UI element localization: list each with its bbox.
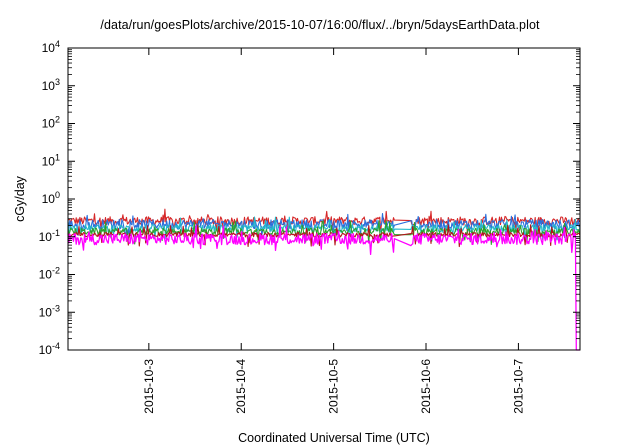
- chart-title: /data/run/goesPlots/archive/2015-10-07/1…: [100, 18, 540, 32]
- y-tick-exponent: -2: [52, 266, 60, 276]
- x-axis-label: Coordinated Universal Time (UTC): [238, 431, 430, 445]
- y-axis-label: cGy/day: [13, 175, 27, 222]
- x-tick-label: 2015-10-7: [511, 359, 525, 414]
- series-line: [67, 220, 581, 246]
- y-tick-label: 10-1: [39, 228, 60, 244]
- y-tick-label: 10-4: [39, 341, 60, 357]
- y-tick-label: 103: [42, 77, 60, 93]
- y-tick-exponent: 0: [55, 190, 60, 200]
- y-tick-exponent: 3: [55, 77, 60, 87]
- y-tick-exponent: -3: [52, 303, 60, 313]
- y-tick-label: 102: [42, 115, 60, 131]
- x-tick-label: 2015-10-4: [234, 359, 248, 414]
- y-tick-label: 104: [42, 39, 60, 55]
- x-tick-label: 2015-10-6: [419, 359, 433, 414]
- y-tick-exponent: 4: [55, 39, 60, 49]
- y-tick-exponent: 2: [55, 115, 60, 125]
- ticks-layer: 10-410-310-210-11001011021031042015-10-3…: [39, 39, 580, 414]
- plot-frame: [67, 47, 581, 351]
- y-tick-label: 100: [42, 190, 60, 206]
- y-tick-exponent: -1: [52, 228, 60, 238]
- series-line: [67, 225, 580, 351]
- y-tick-exponent: 1: [55, 152, 60, 162]
- x-tick-label: 2015-10-3: [142, 359, 156, 414]
- y-tick-label: 101: [42, 152, 60, 168]
- series-layer: [67, 208, 581, 351]
- y-tick-exponent: -4: [52, 341, 60, 351]
- y-tick-label: 10-3: [39, 303, 60, 319]
- x-tick-label: 2015-10-5: [327, 359, 341, 414]
- y-tick-label: 10-2: [39, 266, 60, 282]
- series-line: [67, 216, 581, 242]
